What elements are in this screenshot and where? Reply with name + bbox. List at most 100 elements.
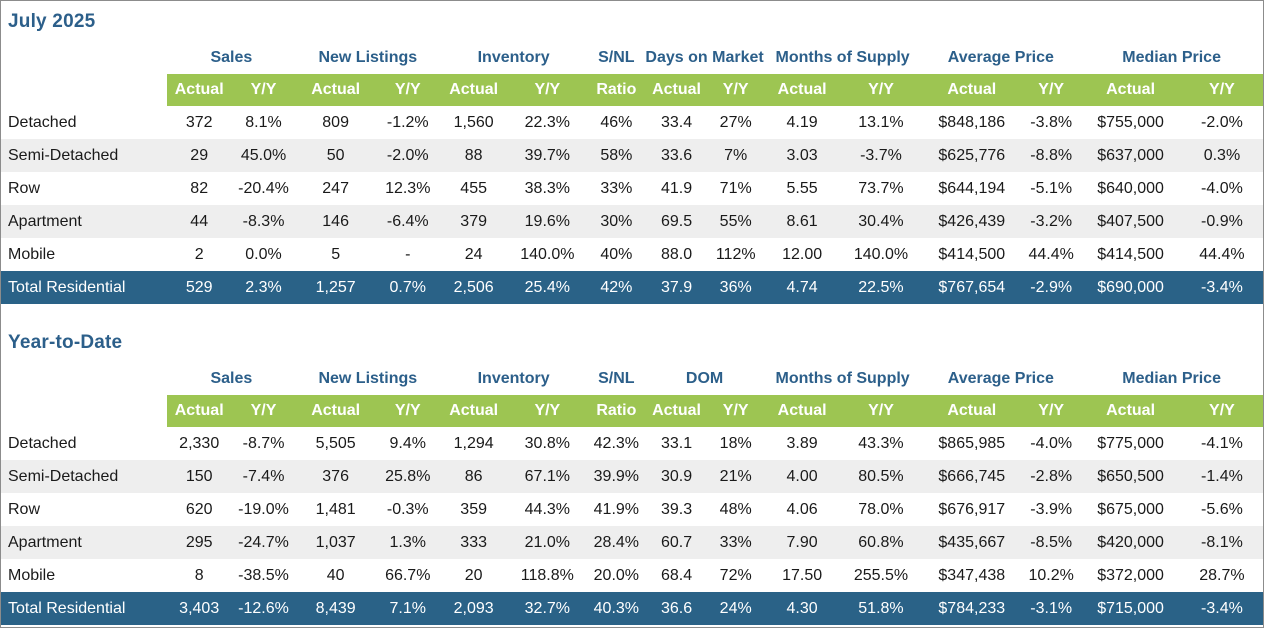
- ytd-cell: -2.8%: [1022, 460, 1081, 493]
- ytd-sub-header: Actual: [1080, 395, 1181, 427]
- monthly-group-header: New Listings: [318, 49, 418, 66]
- monthly-cell: $644,194: [938, 179, 1006, 197]
- ytd-cell: 7.90: [763, 526, 841, 559]
- ytd-cell: 5,505: [315, 434, 356, 452]
- ytd-cell: 4.06: [786, 500, 818, 518]
- monthly-row-label: Mobile: [8, 245, 56, 263]
- monthly-cell: -3.8%: [1030, 113, 1073, 131]
- monthly-cell: -3.7%: [840, 139, 922, 172]
- monthly-cell: 0.0%: [245, 245, 282, 263]
- ytd-cell: 80.5%: [840, 460, 922, 493]
- ytd-cell: 620: [185, 500, 213, 518]
- ytd-group-header: New Listings: [318, 370, 418, 387]
- ytd-cell: 359: [460, 500, 487, 518]
- monthly-cell: 5: [331, 245, 341, 263]
- monthly-cell: $414,500: [1097, 245, 1164, 263]
- ytd-cell: -1.4%: [1180, 460, 1263, 493]
- ytd-cell: $675,000: [1097, 500, 1164, 518]
- monthly-cell: 12.3%: [385, 179, 431, 197]
- ytd-sub-header: Actual: [645, 395, 708, 427]
- monthly-cell: $637,000: [1080, 139, 1181, 172]
- monthly-cell: -5.1%: [1030, 179, 1073, 197]
- ytd-sub-header: Y/Y: [375, 395, 440, 427]
- ytd-total-cell: 8,439: [295, 592, 376, 625]
- monthly-total-cell: $767,654: [921, 271, 1023, 304]
- monthly-cell: 112%: [715, 245, 756, 263]
- ytd-cell: 1,481: [315, 500, 356, 518]
- monthly-cell: 82: [190, 179, 209, 197]
- monthly-cell: 88: [439, 139, 508, 172]
- ytd-cell: 28.4%: [587, 526, 646, 559]
- monthly-cell: 50: [295, 139, 376, 172]
- ytd-sub-header: Actual: [167, 395, 232, 427]
- monthly-sub-blank: [1, 74, 168, 106]
- ytd-table-row: Row 620 -19.0% 1,481 -0.3% 359 44.3% 41.9% 39.3 4…: [1, 493, 1263, 526]
- ytd-cell: 3.89: [786, 434, 818, 452]
- monthly-cell: $755,000: [1097, 113, 1164, 131]
- monthly-sub-header: Y/Y: [1022, 74, 1081, 106]
- monthly-cell: $848,186: [938, 113, 1006, 131]
- monthly-group-header: S/NL: [598, 49, 635, 66]
- monthly-total-cell: 0.7%: [375, 271, 440, 304]
- monthly-cell: 33.4: [660, 113, 693, 131]
- monthly-sub-header: Actual: [921, 74, 1023, 106]
- ytd-table-row: Semi-Detached 150 -7.4% 376 25.8% 86 67.1% 39.9…: [1, 460, 1263, 493]
- ytd-sub-header: Y/Y: [1022, 395, 1081, 427]
- ytd-table-row: Apartment 295 -24.7% 1,037 1.3% 333 21.0% 28.4%…: [1, 526, 1263, 559]
- monthly-cell: 40%: [600, 245, 633, 263]
- monthly-total-cell: 4.74: [763, 271, 841, 304]
- ytd-cell: 20.0%: [593, 566, 640, 584]
- ytd-sub-header: Y/Y: [1180, 395, 1263, 427]
- monthly-cell: 24: [464, 245, 483, 263]
- ytd-table-row: Detached 2,330 -8.7% 5,505 9.4% 1,294 30.8% 42.…: [1, 427, 1263, 460]
- ytd-cell: 67.1%: [507, 460, 588, 493]
- monthly-total-row: Total Residential 529 2.3% 1,257 0.7% 2,506 25…: [1, 271, 1263, 304]
- ytd-total-cell: 3,403: [167, 592, 232, 625]
- ytd-cell: $372,000: [1097, 566, 1164, 584]
- monthly-cell: 8.1%: [245, 113, 282, 131]
- ytd-cell: 33%: [707, 526, 764, 559]
- ytd-total-cell: -12.6%: [231, 592, 296, 625]
- ytd-cell: 1,294: [453, 434, 494, 452]
- monthly-cell: 8.61: [763, 205, 841, 238]
- monthly-cell: 2: [194, 245, 204, 263]
- ytd-cell: 18%: [719, 434, 752, 452]
- monthly-cell: 7%: [707, 139, 764, 172]
- ytd-cell: $775,000: [1097, 434, 1164, 452]
- monthly-table-row: Apartment 44 -8.3% 146 -6.4% 379 19.6% 30% 69.5 5…: [1, 205, 1263, 238]
- monthly-cell: 33%: [600, 179, 633, 197]
- monthly-total-cell: -3.4%: [1180, 271, 1263, 304]
- ytd-total-cell: 36.6: [645, 592, 708, 625]
- monthly-group-header: Sales: [210, 49, 253, 66]
- monthly-cell: -2.0%: [1201, 113, 1243, 131]
- ytd-cell: 9.4%: [389, 434, 426, 452]
- monthly-cell: 45.0%: [231, 139, 296, 172]
- monthly-total-cell: 36%: [707, 271, 764, 304]
- ytd-cell: 39.3: [660, 500, 693, 518]
- ytd-cell: 21.0%: [507, 526, 588, 559]
- ytd-cell: 43.3%: [858, 434, 904, 452]
- ytd-cell: $347,438: [938, 566, 1006, 584]
- ytd-row-label: Row: [8, 500, 41, 518]
- ytd-sub-header: Y/Y: [507, 395, 588, 427]
- ytd-cell: 30.8%: [524, 434, 571, 452]
- ytd-cell: 28.7%: [1199, 566, 1245, 584]
- ytd-total-cell: $784,233: [921, 592, 1023, 625]
- monthly-cell: 22.3%: [524, 113, 571, 131]
- ytd-cell: -4.1%: [1201, 434, 1243, 452]
- ytd-sub-header: Y/Y: [840, 395, 922, 427]
- monthly-cell: $640,000: [1097, 179, 1164, 197]
- ytd-total-cell: 7.1%: [375, 592, 440, 625]
- ytd-cell: -38.5%: [238, 566, 289, 584]
- ytd-cell: 1.3%: [375, 526, 440, 559]
- monthly-table-row: Row 82 -20.4% 247 12.3% 455 38.3% 33% 41.9 71% 5.5…: [1, 172, 1263, 205]
- monthly-cell: 140.0%: [853, 245, 909, 263]
- ytd-row-label: Detached: [8, 434, 77, 452]
- monthly-cell: 1,560: [453, 113, 494, 131]
- ytd-cell: 10.2%: [1028, 566, 1074, 584]
- monthly-group-header: Average Price: [947, 49, 1054, 66]
- monthly-group-header: Median Price: [1122, 49, 1221, 66]
- monthly-table-row: Semi-Detached 29 45.0% 50 -2.0% 88 39.7% 58% 33.…: [1, 139, 1263, 172]
- ytd-sub-header: Actual: [763, 395, 841, 427]
- monthly-sub-header: Ratio: [587, 74, 646, 106]
